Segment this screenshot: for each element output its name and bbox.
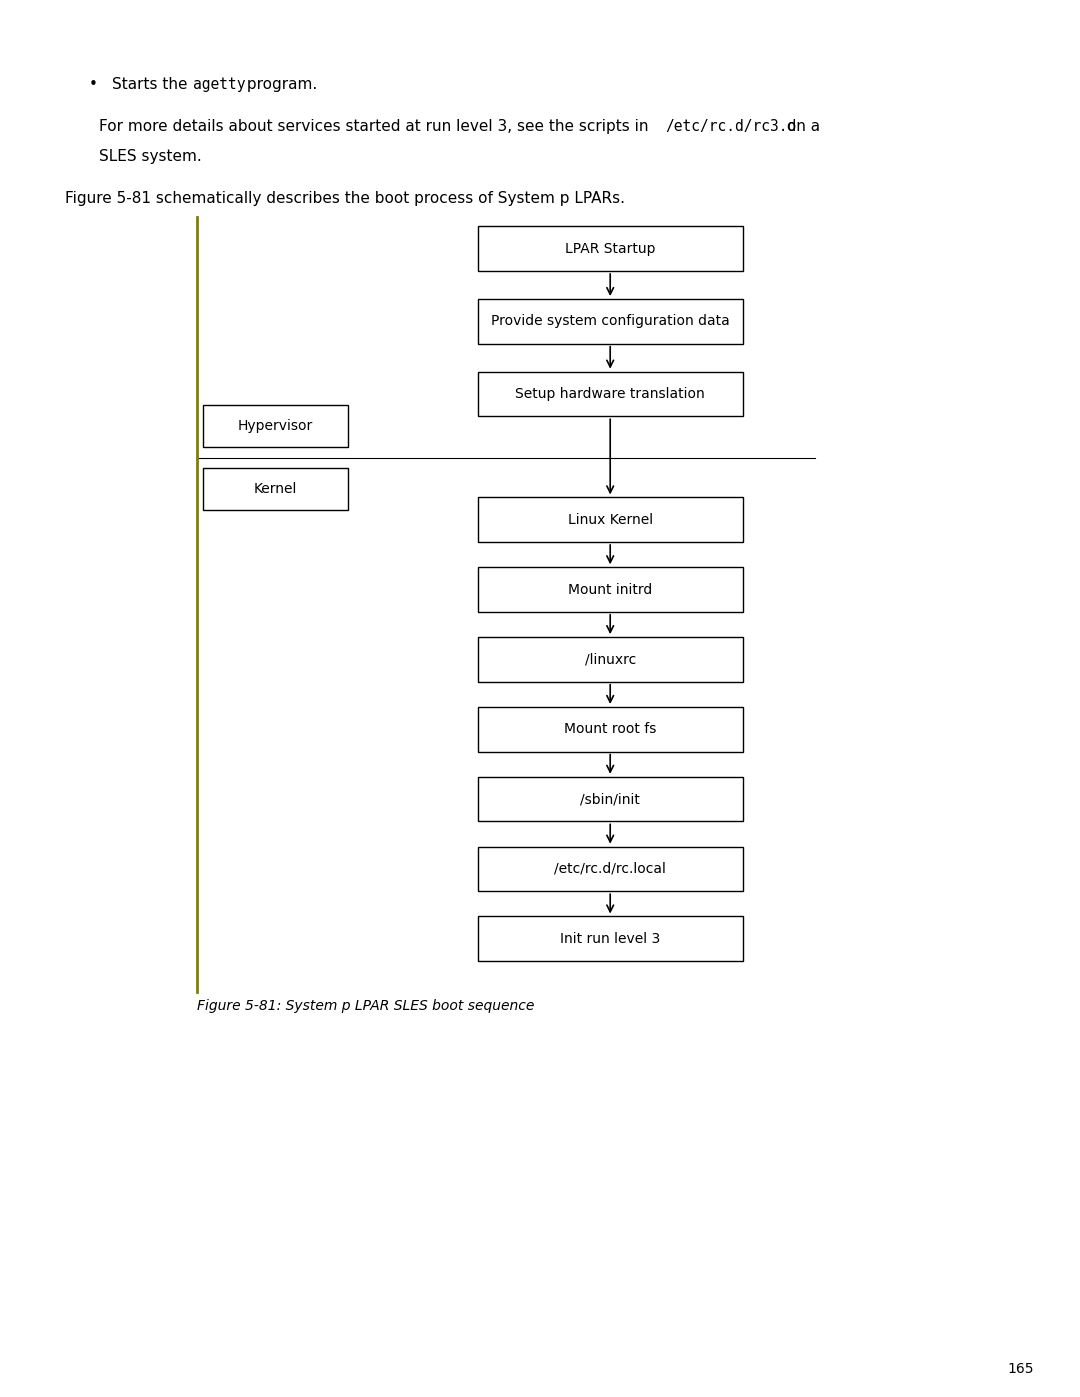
Bar: [477, 567, 743, 612]
Text: /linuxrc: /linuxrc: [584, 652, 636, 666]
Text: on a: on a: [782, 119, 820, 134]
Bar: [477, 226, 743, 271]
Bar: [203, 405, 348, 447]
Text: •: •: [89, 77, 97, 92]
Text: Starts the: Starts the: [112, 77, 192, 92]
Bar: [477, 372, 743, 416]
Bar: [477, 637, 743, 682]
Text: Init run level 3: Init run level 3: [561, 932, 660, 946]
Text: Mount initrd: Mount initrd: [568, 583, 652, 597]
Bar: [477, 707, 743, 752]
Bar: [203, 468, 348, 510]
Text: /sbin/init: /sbin/init: [580, 792, 640, 806]
Text: /etc/rc.d/rc.local: /etc/rc.d/rc.local: [554, 862, 666, 876]
Text: Provide system configuration data: Provide system configuration data: [490, 314, 730, 328]
Text: Mount root fs: Mount root fs: [564, 722, 657, 736]
Text: Figure 5-81: System p LPAR SLES boot sequence: Figure 5-81: System p LPAR SLES boot seq…: [197, 999, 534, 1013]
Text: 165: 165: [1008, 1362, 1034, 1376]
Bar: [477, 497, 743, 542]
Text: LPAR Startup: LPAR Startup: [565, 242, 656, 256]
Text: program.: program.: [242, 77, 318, 92]
Text: agetty: agetty: [193, 77, 246, 92]
Text: Setup hardware translation: Setup hardware translation: [515, 387, 705, 401]
Bar: [477, 916, 743, 961]
Text: Hypervisor: Hypervisor: [238, 419, 313, 433]
Text: Figure 5-81 schematically describes the boot process of System p LPARs.: Figure 5-81 schematically describes the …: [65, 191, 625, 207]
Text: Kernel: Kernel: [254, 482, 297, 496]
Text: Linux Kernel: Linux Kernel: [568, 513, 652, 527]
Text: For more details about services started at run level 3, see the scripts in: For more details about services started …: [99, 119, 653, 134]
Bar: [477, 299, 743, 344]
Text: /etc/rc.d/rc3.d: /etc/rc.d/rc3.d: [665, 119, 797, 134]
Bar: [477, 777, 743, 821]
Text: SLES system.: SLES system.: [99, 149, 202, 165]
Bar: [477, 847, 743, 891]
